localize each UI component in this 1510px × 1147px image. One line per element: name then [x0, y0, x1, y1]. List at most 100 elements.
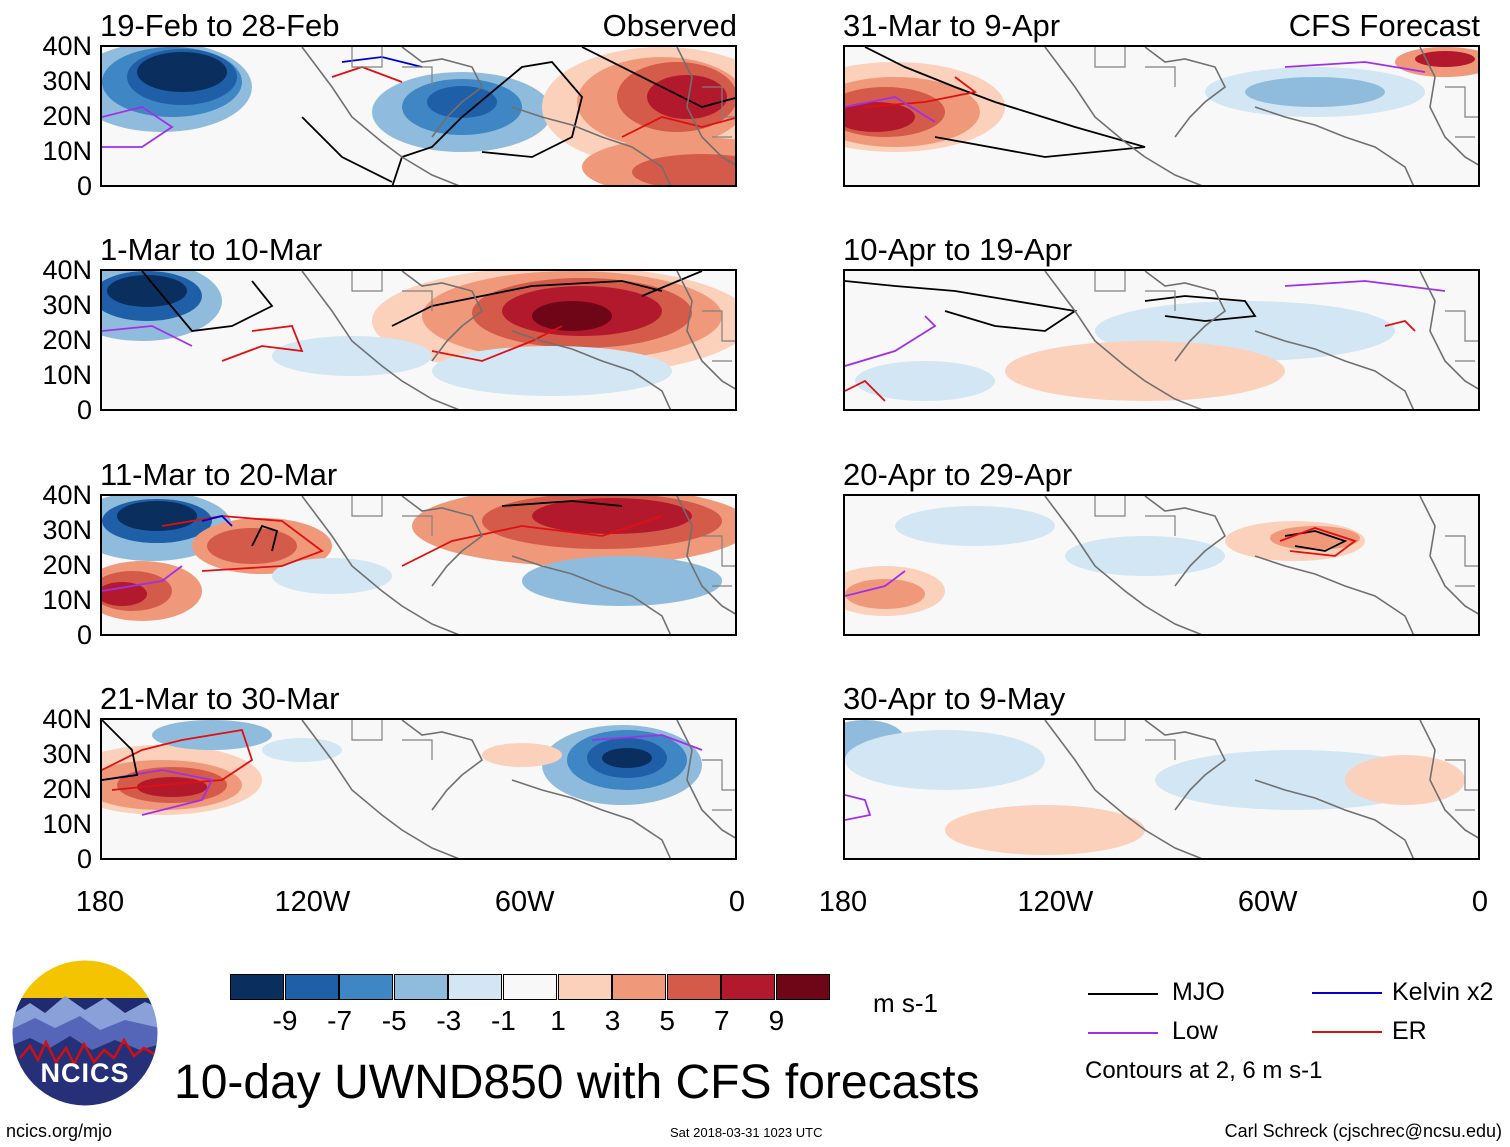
anomaly-region: [432, 346, 672, 396]
contour-line: [581, 47, 735, 108]
colorbar-swatch: [448, 974, 503, 1000]
y-tick-label: 0: [76, 395, 92, 425]
map-plot: [845, 720, 1478, 858]
panel-section-label: Observed: [602, 8, 737, 43]
y-tick-label: 0: [76, 844, 92, 874]
coastline: [1254, 106, 1415, 185]
colorbar-label: -5: [381, 1005, 407, 1036]
coastline: [511, 779, 672, 858]
colorbar-label: 9: [768, 1005, 785, 1036]
coastline: [1044, 496, 1203, 634]
anomaly-region: [532, 498, 692, 534]
panel-section-label: CFS Forecast: [1288, 8, 1480, 43]
anomaly-region: [532, 301, 612, 331]
colorbar-swatch: [230, 974, 284, 1000]
state-borders: [1094, 720, 1176, 760]
contour-line: [102, 325, 193, 347]
low-legend-line: [1088, 1032, 1158, 1034]
ncics-logo: NCICS: [10, 958, 160, 1108]
y-tick-label: 40N: [42, 31, 92, 61]
y-tick-label: 30N: [42, 739, 92, 769]
anomaly-region: [1245, 77, 1385, 107]
coastline: [301, 271, 460, 409]
contour-line: [845, 280, 1078, 332]
coastline: [1419, 271, 1478, 390]
y-tick-label: 40N: [42, 704, 92, 734]
x-tick-label: 60W: [494, 886, 555, 918]
anomaly-region: [107, 275, 187, 307]
y-tick-label: 30N: [42, 515, 92, 545]
country-borders: [702, 759, 735, 811]
coastline: [1044, 47, 1203, 185]
map-panel: [843, 718, 1480, 860]
anomaly-region: [1415, 51, 1475, 67]
country-borders: [702, 310, 735, 362]
anomaly-region: [137, 52, 227, 92]
anomaly-region: [945, 805, 1145, 855]
colorbar-label: 3: [604, 1005, 621, 1036]
y-tick-label: 10N: [42, 809, 92, 839]
coastline: [1254, 779, 1415, 858]
map-plot: [845, 47, 1478, 185]
kelvin-legend-line: [1312, 992, 1382, 994]
coastline: [401, 720, 484, 811]
coastline: [676, 271, 735, 390]
coastline: [676, 47, 735, 166]
state-borders: [351, 496, 433, 536]
contour-line: [641, 271, 703, 297]
state-borders: [351, 720, 433, 760]
colorbar-label: -9: [272, 1005, 298, 1036]
y-tick-label: 10N: [42, 585, 92, 615]
coastline: [511, 330, 672, 409]
contour-line: [845, 96, 936, 123]
contour-line: [141, 271, 274, 332]
x-tick-label: 120W: [274, 886, 351, 918]
coastline: [1144, 720, 1227, 811]
coastline: [1254, 330, 1415, 409]
contour-line: [621, 116, 735, 138]
anomaly-region: [855, 361, 995, 401]
contour-line: [431, 325, 563, 362]
x-tick-label: 0: [1471, 886, 1489, 918]
map-panel: [843, 45, 1480, 187]
contour-line: [102, 565, 183, 592]
map-plot: [102, 496, 735, 634]
colorbar-label: -3: [436, 1005, 462, 1036]
colorbar-swatch: [612, 974, 667, 1000]
y-tick-label: 20N: [42, 101, 92, 131]
footer-url: ncics.org/mjo: [6, 1121, 113, 1141]
contour-line: [251, 524, 279, 552]
contour-line: [864, 47, 1146, 158]
map-plot: [102, 271, 735, 409]
contour-line: [845, 315, 937, 367]
contour-line: [1144, 295, 1257, 322]
colorbar-units: m s-1: [873, 988, 938, 1018]
colorbar-swatch: [557, 974, 612, 1000]
coastline: [511, 106, 672, 185]
x-tick-label: 180: [818, 886, 868, 918]
anomaly-region: [1065, 536, 1225, 576]
contour-line: [102, 106, 174, 148]
coastline: [1419, 47, 1478, 166]
anomaly-region: [262, 738, 342, 762]
country-borders: [1445, 535, 1478, 587]
coastline: [1419, 720, 1478, 839]
y-tick-label: 0: [76, 171, 92, 201]
coastline: [401, 496, 484, 587]
anomaly-region: [272, 336, 432, 376]
anomaly-region: [647, 75, 727, 119]
country-borders: [1445, 759, 1478, 811]
mjo-legend-label: MJO: [1172, 978, 1225, 1006]
contours-note: Contours at 2, 6 m s-1: [1085, 1057, 1323, 1084]
coastline: [1144, 496, 1227, 587]
er-legend-line: [1312, 1031, 1382, 1033]
panel-title: 20-Apr to 29-Apr: [843, 457, 1073, 492]
x-tick-label: 60W: [1237, 886, 1298, 918]
map-panel: [100, 269, 737, 411]
anomaly-region: [272, 558, 392, 594]
contour-line: [391, 61, 583, 185]
contour-line: [845, 794, 872, 821]
coastline: [676, 496, 735, 615]
contour-line: [864, 76, 978, 108]
anomaly-region: [482, 743, 562, 767]
